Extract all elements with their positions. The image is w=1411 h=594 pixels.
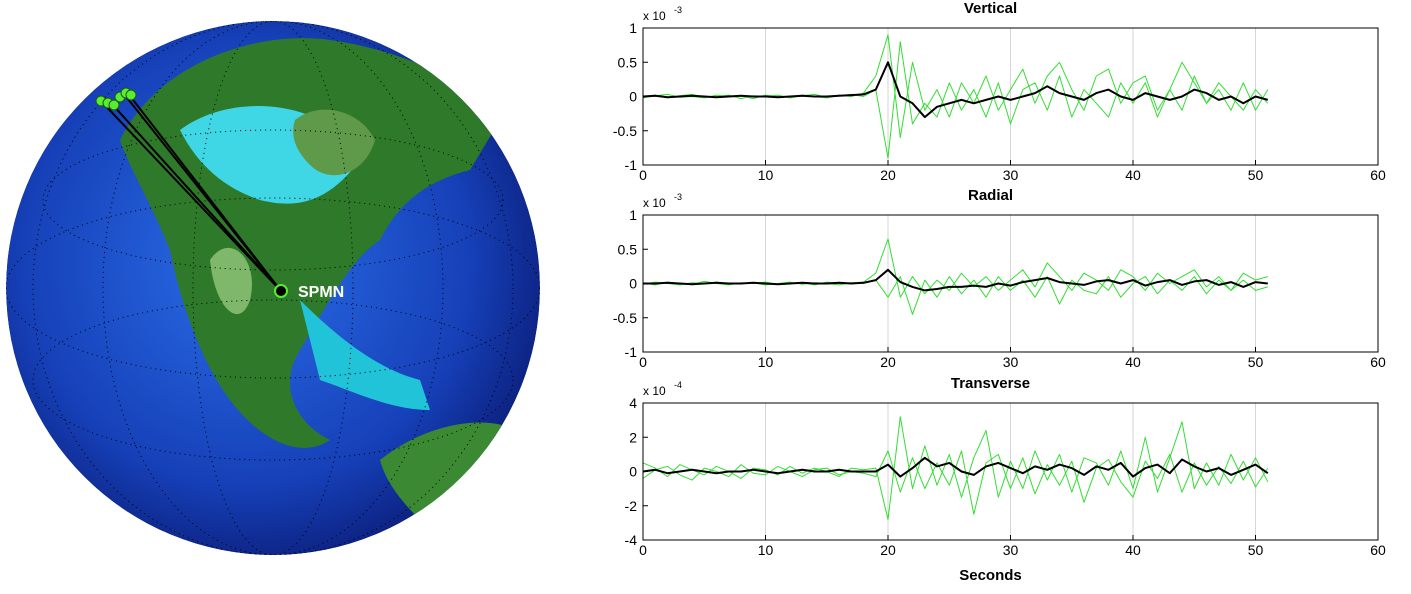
x-tick-label: 50 <box>1248 542 1264 558</box>
x-tick-label: 60 <box>1370 542 1386 558</box>
trace <box>642 61 1269 119</box>
x-tick-label: 50 <box>1248 354 1264 370</box>
station-label: SPMN <box>298 284 344 301</box>
x-tick-label: 20 <box>880 542 896 558</box>
y-tick-label: 0 <box>629 276 637 292</box>
y-tick-label: -4 <box>625 532 638 548</box>
y-exponent: -4 <box>674 380 682 390</box>
x-tick-label: 60 <box>1370 167 1386 183</box>
y-exponent: -3 <box>674 5 682 15</box>
y-tick-label: -1 <box>625 344 638 360</box>
plot-frame <box>642 214 1379 353</box>
y-tick-label: -0.5 <box>613 310 637 326</box>
x-tick-label: 20 <box>880 354 896 370</box>
chart-title: Transverse <box>951 375 1030 392</box>
chart-title: Vertical <box>964 0 1017 17</box>
x-tick-label: 60 <box>1370 354 1386 370</box>
x-tick-label: 30 <box>1003 167 1019 183</box>
globe <box>6 21 540 555</box>
y-tick-label: 0 <box>629 89 637 105</box>
chart-title: Radial <box>968 187 1013 204</box>
x-tick-label: 10 <box>758 354 774 370</box>
x-tick-label: 40 <box>1125 354 1141 370</box>
y-tick-label: 1 <box>629 207 637 223</box>
trace <box>642 456 1269 478</box>
y-multiplier: x 10 <box>643 9 666 23</box>
y-tick-label: -0.5 <box>613 123 637 139</box>
y-tick-label: 4 <box>629 395 637 411</box>
y-exponent: -3 <box>674 192 682 202</box>
trace <box>643 268 1268 292</box>
trace <box>642 41 1269 159</box>
x-tick-label: 0 <box>639 354 647 370</box>
y-tick-label: 0.5 <box>618 54 638 70</box>
x-tick-label: 50 <box>1248 167 1264 183</box>
trace <box>642 416 1269 520</box>
x-tick-label: 0 <box>639 167 647 183</box>
x-tick-label: 30 <box>1003 542 1019 558</box>
x-tick-label: 20 <box>880 167 896 183</box>
y-tick-label: 1 <box>629 20 637 36</box>
x-tick-label: 10 <box>758 167 774 183</box>
y-tick-label: 0 <box>629 464 637 480</box>
y-multiplier: x 10 <box>643 196 666 210</box>
y-multiplier: x 10 <box>643 384 666 398</box>
plot-frame <box>642 27 1379 166</box>
x-tick-label: 40 <box>1125 542 1141 558</box>
y-tick-label: 2 <box>629 429 637 445</box>
x-tick-label: 30 <box>1003 354 1019 370</box>
y-tick-label: 0.5 <box>618 241 638 257</box>
y-tick-label: -1 <box>625 157 638 173</box>
plot-frame <box>642 402 1379 541</box>
x-tick-label: 40 <box>1125 167 1141 183</box>
x-tick-label: 10 <box>758 542 774 558</box>
x-tick-label: 0 <box>639 542 647 558</box>
y-tick-label: -2 <box>625 498 638 514</box>
x-axis-label: Seconds <box>959 567 1022 584</box>
